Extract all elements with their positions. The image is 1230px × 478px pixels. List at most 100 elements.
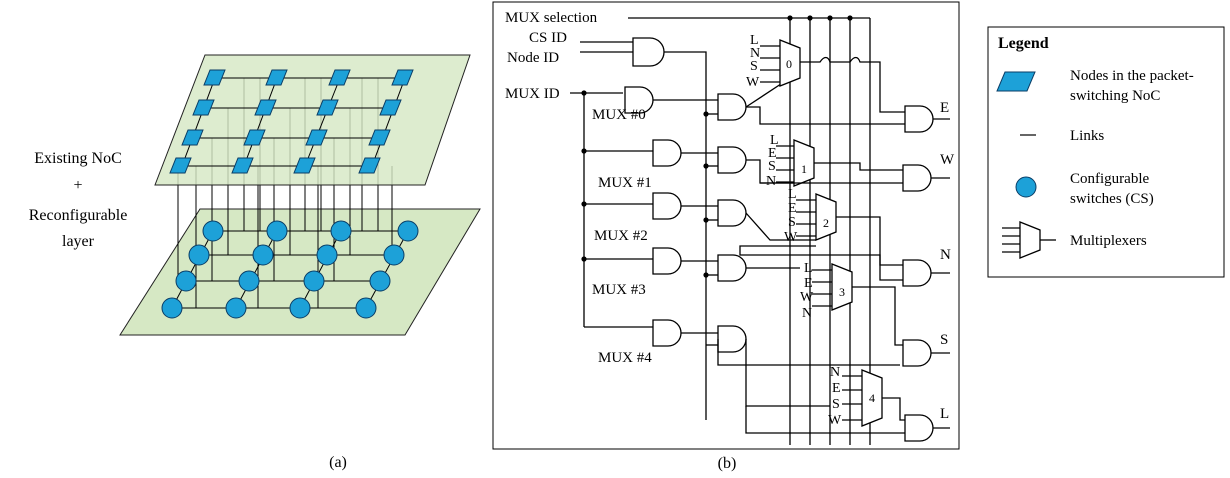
output-e: E	[940, 100, 949, 116]
noc-node	[169, 157, 192, 174]
legend-node-icon	[996, 71, 1036, 92]
decoder-gates	[584, 86, 682, 347]
cs-node	[355, 297, 377, 319]
mux-4-in-2: S	[832, 397, 840, 412]
cs-node	[188, 244, 210, 266]
output-n: N	[940, 247, 951, 263]
mux-3-in-3: N	[802, 306, 812, 321]
mux-4-in-3: W	[828, 413, 842, 428]
noc-node	[254, 99, 277, 116]
noc-node	[328, 69, 351, 86]
mux-4-in-1: E	[832, 381, 841, 396]
mux-4-label: MUX #4	[598, 350, 652, 366]
legend-nodes-line2: switching NoC	[1070, 88, 1160, 104]
circuit-frame	[492, 1, 960, 450]
legend-cs-line2: switches (CS)	[1070, 191, 1154, 207]
part-a-label-line4: layer	[62, 233, 95, 250]
cs-node	[316, 244, 338, 266]
part-b-diagram: MUX selection CS ID Node ID MUX ID	[492, 1, 960, 472]
existing-noc-plane	[154, 54, 471, 186]
mux-3-in-2: W	[800, 290, 814, 305]
noc-node	[181, 129, 204, 146]
enable-gates	[653, 93, 747, 353]
mux-1: 1 L E S N	[766, 133, 815, 189]
mux-1-in-1: E	[768, 146, 777, 161]
mux-id-bus	[570, 92, 623, 327]
mux-1-in-3: N	[766, 174, 776, 189]
mux-3-in-0: L	[804, 261, 813, 276]
mux-0-in-3: W	[746, 75, 760, 90]
cs-node	[397, 220, 419, 242]
mux-id-label: MUX ID	[505, 86, 560, 102]
legend-cs-line1: Configurable	[1070, 171, 1149, 187]
upper-grid	[181, 77, 406, 167]
mux-1-label: MUX #1	[598, 175, 652, 191]
legend-title: Legend	[998, 35, 1049, 52]
lower-grid	[171, 230, 409, 309]
noc-node	[192, 99, 215, 116]
mux-0-in-2: S	[750, 59, 758, 74]
cs-node-and-gate	[580, 37, 707, 420]
mux-4: 4 N E S W	[828, 365, 883, 428]
mux-4-in-0: N	[830, 365, 840, 380]
cs-id-label: CS ID	[529, 30, 567, 46]
mux-1-id: 1	[801, 162, 807, 176]
mux-id-junctions	[581, 90, 587, 262]
legend-nodes-line1: Nodes in the packet-	[1070, 68, 1194, 84]
mux-2-in-2: S	[788, 215, 796, 230]
noc-node	[391, 69, 414, 86]
legend-mux: Multiplexers	[1070, 233, 1147, 249]
mux-2: 2 L E S W	[784, 187, 837, 245]
output-gates: E W N S L	[717, 56, 955, 442]
mux-1-in-0: L	[770, 133, 779, 148]
part-a-label-line2: +	[73, 177, 82, 194]
output-s: S	[940, 332, 948, 348]
output-w: W	[940, 152, 955, 168]
mux-0-id: 0	[786, 57, 792, 71]
mux-2-label: MUX #2	[594, 228, 648, 244]
noc-node	[305, 129, 328, 146]
part-a-caption: (a)	[329, 454, 347, 471]
mux-0: 0 L N S W	[746, 33, 801, 90]
mux-3-label: MUX #3	[592, 282, 646, 298]
noc-node	[293, 157, 316, 174]
configurable-switches	[161, 220, 419, 319]
part-a-label-line3: Reconfigurable	[29, 207, 128, 224]
legend-mux-icon	[1002, 221, 1056, 259]
cs-node	[202, 220, 224, 242]
noc-node	[358, 157, 381, 174]
mux-2-in-0: L	[788, 187, 797, 202]
cs-node	[330, 220, 352, 242]
mux-3-id: 3	[839, 285, 845, 299]
cs-node	[289, 297, 311, 319]
cs-node	[266, 220, 288, 242]
cs-node	[175, 270, 197, 292]
mux-4-id: 4	[869, 391, 875, 405]
part-a-diagram: Existing NoC + Reconfigurable layer (a)	[29, 54, 481, 471]
noc-node	[231, 157, 254, 174]
part-a-label-line1: Existing NoC	[34, 150, 122, 167]
packet-switching-nodes	[169, 69, 414, 174]
mux-2-in-1: E	[788, 201, 797, 216]
mux-0-label: MUX #0	[592, 107, 646, 123]
noc-node	[379, 99, 402, 116]
mux-0-in-0: L	[750, 33, 759, 48]
cs-node	[383, 244, 405, 266]
noc-node	[265, 69, 288, 86]
noc-node	[368, 129, 391, 146]
legend-cs-icon	[1015, 176, 1037, 198]
noc-node	[316, 99, 339, 116]
part-b-caption: (b)	[718, 455, 737, 472]
mux-2-in-3: W	[784, 230, 798, 245]
mux-0-in-1: N	[750, 46, 760, 61]
node-id-label: Node ID	[507, 50, 559, 66]
mux-selection-label: MUX selection	[505, 10, 598, 26]
cs-node	[252, 244, 274, 266]
mux-2-id: 2	[823, 216, 829, 230]
legend: Legend Nodes in the packet- switching No…	[987, 26, 1225, 278]
mux-3-in-1: E	[804, 276, 813, 291]
cs-node	[303, 270, 325, 292]
cs-node	[161, 297, 183, 319]
cs-node	[225, 297, 247, 319]
